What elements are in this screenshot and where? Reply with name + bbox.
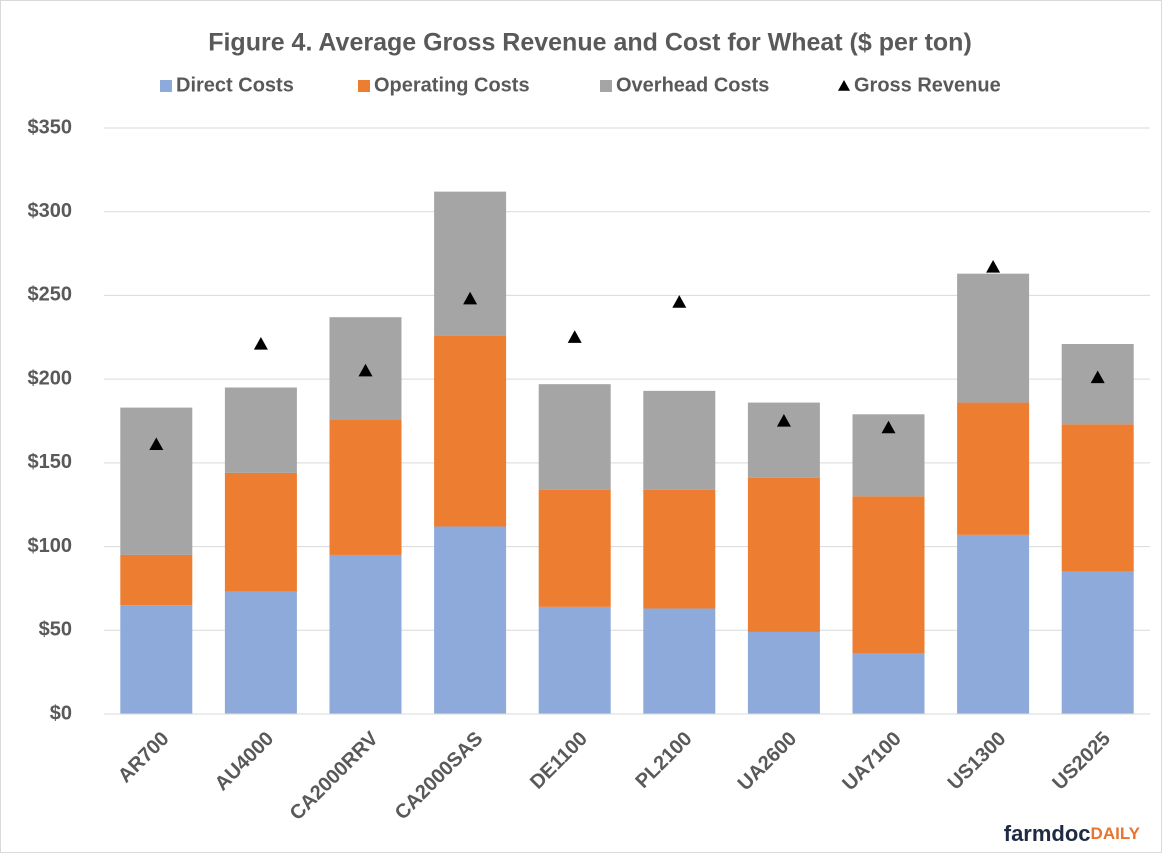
y-tick-label: $200 [28, 367, 73, 389]
bar-segment [643, 489, 716, 609]
y-tick-label: $300 [28, 200, 73, 222]
legend-swatch [358, 80, 370, 92]
y-tick-label: $50 [39, 619, 72, 641]
bar-segment [957, 534, 1030, 714]
bar-segment [538, 489, 611, 607]
bar-segment [538, 384, 611, 490]
y-tick-label: $250 [28, 284, 73, 306]
bar-segment [329, 554, 402, 714]
bar-segment [329, 419, 402, 555]
legend-label: Gross Revenue [854, 74, 1001, 96]
bar-segment [434, 526, 507, 714]
revenue-marker [776, 414, 791, 427]
bar-segment [957, 273, 1030, 403]
revenue-marker [253, 336, 268, 350]
bar-segment [852, 496, 925, 654]
legend-label: Direct Costs [176, 74, 294, 96]
bar-segment [434, 335, 507, 527]
revenue-marker [1090, 370, 1105, 384]
y-tick-label: $100 [28, 535, 73, 557]
revenue-marker [463, 291, 478, 305]
bar-segment [643, 390, 716, 490]
bar-segment [224, 387, 297, 473]
bar-segment [747, 477, 820, 632]
chart-title: Figure 4. Average Gross Revenue and Cost… [208, 29, 972, 57]
legend-marker [838, 80, 850, 91]
bar-segment [747, 631, 820, 714]
y-tick-label: $350 [28, 116, 73, 138]
legend-label: Overhead Costs [616, 74, 769, 96]
legend-swatch [160, 80, 172, 92]
legend-swatch [600, 80, 612, 92]
bar-segment [120, 554, 193, 606]
revenue-marker [567, 330, 582, 343]
bar-segment [224, 591, 297, 714]
y-tick-label: $150 [28, 451, 73, 473]
revenue-marker [358, 363, 373, 377]
y-tick-label: $0 [50, 702, 72, 724]
bar-segment [1061, 343, 1134, 425]
bar-segment [120, 407, 193, 555]
revenue-marker [986, 259, 1001, 273]
legend-label: Operating Costs [374, 74, 530, 96]
bar-segment [643, 608, 716, 714]
brand-accent: DAILY [1091, 824, 1141, 843]
bar-segment [957, 402, 1030, 535]
bar-segment [224, 472, 297, 592]
bar-segment [1061, 424, 1134, 572]
bar-segment [434, 191, 507, 336]
bar-segment [120, 605, 193, 714]
revenue-marker [672, 295, 687, 308]
revenue-marker [881, 420, 896, 434]
revenue-marker [149, 437, 164, 451]
bar-segment [538, 606, 611, 714]
brand-main: farmdoc [1004, 821, 1091, 846]
branding: farmdocDAILY [1004, 821, 1141, 846]
bar-segment [747, 402, 820, 478]
bar-segment [852, 653, 925, 714]
bar-segment [1061, 571, 1134, 714]
